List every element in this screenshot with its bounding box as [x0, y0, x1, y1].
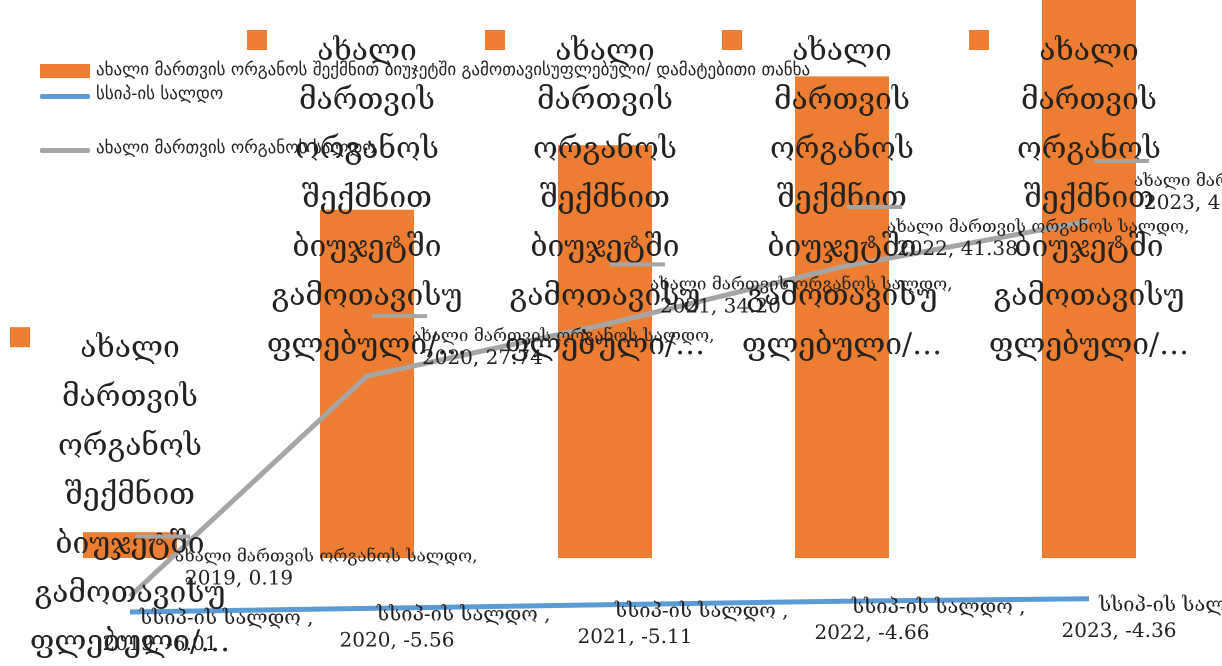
- bar-2020: [320, 209, 414, 558]
- bar-data-label-2019: ორგანოს: [58, 428, 202, 463]
- legend-label-bar: ახალი მართვის ორგანოს შექმნით ბიუჯეტში გ…: [96, 60, 811, 80]
- bar-data-label-2019: ფლებული/…: [30, 624, 230, 659]
- blue-data-value-2023: 2023, -4.36: [1062, 618, 1177, 642]
- bar-data-label-2020: ახალი: [317, 33, 417, 68]
- gray-data-value-2022: 2022, 41.38: [897, 236, 1018, 260]
- bar-2022: [795, 76, 889, 559]
- blue-data-label-2022: სსიპ-ის სალდო ,: [851, 594, 1025, 618]
- bar-data-label-2021: შექმნით: [540, 180, 670, 215]
- legend-label-blue: სსიპ-ის სალდო: [96, 84, 224, 104]
- bar-data-label-2019: გამოთავისუ: [35, 575, 226, 610]
- gray-data-label-2020: ახალი მართვის ორგანოს სალდო,: [412, 326, 715, 346]
- gray-data-label-2022: ახალი მართვის ორგანოს სალდო,: [887, 217, 1190, 237]
- legend-swatch-blue: [40, 94, 90, 99]
- series-line-blue: [129, 596, 1090, 615]
- bar-data-label-2019: შექმნით: [65, 477, 195, 512]
- bar-data-label-2022: შექმნით: [777, 180, 907, 215]
- gray-data-value-2020: 2020, 27.74: [422, 345, 543, 369]
- bar-data-label-2021: გამოთავისუ: [510, 278, 701, 313]
- bar-label-marker-2022: [722, 30, 742, 50]
- bar-data-label-2021: ახალი: [555, 33, 655, 68]
- legend-swatch-bar: [40, 64, 90, 78]
- gray-data-label-2021: ახალი მართვის ორგანოს სალდო,: [650, 274, 953, 294]
- bar-data-label-2019: ბიუჯეტში: [55, 526, 204, 561]
- legend-label-gray: ახალი მართვის ორგანოს სალდო: [96, 138, 376, 158]
- blue-data-label-2021: სსიპ-ის სალდო ,: [614, 598, 788, 622]
- bar-data-label-2021: ორგანოს: [533, 131, 677, 166]
- bar-data-label-2020: ფლებული/…: [267, 327, 467, 362]
- bar-data-label-2022: ახალი: [792, 33, 892, 68]
- legend-item-blue: სსიპ-ის სალდო: [40, 82, 860, 106]
- bar-data-label-2020: მართვის: [299, 82, 435, 117]
- blue-data-value-2021: 2021, -5.11: [578, 624, 693, 648]
- gray-data-value-2021: 2021, 34.20: [660, 293, 781, 317]
- bar-data-label-2022: ბიუჯეტში: [767, 229, 916, 264]
- bar-data-label-2023: მართვის: [1021, 82, 1157, 117]
- legend-item-gray: ახალი მართვის ორგანოს სალდო: [40, 136, 860, 160]
- bar-2021: [558, 145, 652, 558]
- gray-data-label-2019: ახალი მართვის ორგანოს სალდო,: [175, 546, 478, 566]
- blue-data-label-2023: სსიპ-ის სალდო ,: [1098, 592, 1222, 616]
- bar-data-label-2023: შექმნით: [1024, 180, 1154, 215]
- gray-data-value-2023: 2023, 47.12: [1144, 190, 1222, 214]
- bar-data-label-2022: მართვის: [774, 82, 910, 117]
- blue-data-value-2019: 2019, -6.01: [103, 631, 218, 655]
- bar-data-label-2019: ახალი: [80, 330, 180, 365]
- bar-2023: [1042, 0, 1136, 558]
- bar-data-label-2023: ბიუჯეტში: [1014, 229, 1163, 264]
- bar-data-label-2020: გამოთავისუ: [272, 278, 463, 313]
- blue-data-value-2020: 2020, -5.56: [340, 627, 455, 651]
- bar-data-label-2023: ფლებული/…: [989, 327, 1189, 362]
- bar-data-label-2023: გამოთავისუ: [994, 278, 1185, 313]
- bar-data-label-2023: ახალი: [1039, 33, 1139, 68]
- gray-data-value-2019: 2019, 0.19: [185, 565, 293, 589]
- bar-data-label-2021: ფლებული/…: [505, 327, 705, 362]
- bar-data-label-2020: ორგანოს: [295, 131, 439, 166]
- bar-label-marker-2021: [485, 30, 505, 50]
- blue-data-value-2022: 2022, -4.66: [815, 620, 930, 644]
- bar-data-label-2021: მართვის: [537, 82, 673, 117]
- blue-data-label-2020: სსიპ-ის სალდო ,: [376, 601, 550, 625]
- bar-data-label-2022: ფლებული/…: [742, 327, 942, 362]
- bar-data-label-2022: ორგანოს: [770, 131, 914, 166]
- bar-label-marker-2020: [247, 30, 267, 50]
- gray-data-label-2023: ახალი მართვის ორგანოს სალდო,: [1134, 171, 1222, 191]
- bar-data-label-2020: ბიუჯეტში: [292, 229, 441, 264]
- chart-legend: ახალი მართვის ორგანოს შექმნით ბიუჯეტში გ…: [40, 58, 860, 160]
- bar-label-marker-2019: [10, 327, 30, 348]
- series-line-gray: [128, 218, 1090, 599]
- legend-item-bar: ახალი მართვის ორგანოს შექმნით ბიუჯეტში გ…: [40, 58, 860, 82]
- bar-data-label-2019: მართვის: [62, 379, 198, 414]
- bar-data-label-2021: ბიუჯეტში: [530, 229, 679, 264]
- bar-label-marker-2023: [969, 30, 989, 50]
- legend-swatch-gray: [40, 148, 90, 153]
- bar-data-label-2022: გამოთავისუ: [747, 278, 938, 313]
- blue-data-label-2019: სსიპ-ის სალდო ,: [139, 605, 313, 629]
- bar-data-label-2020: შექმნით: [302, 180, 432, 215]
